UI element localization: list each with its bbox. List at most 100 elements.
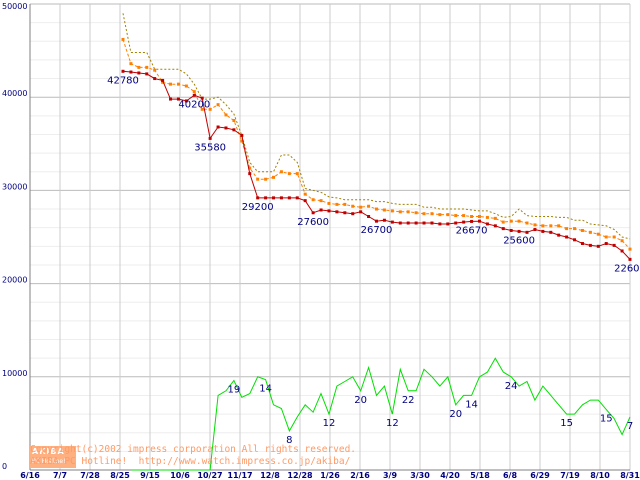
data-point-average (287, 172, 291, 176)
data-point-min (375, 219, 378, 223)
data-point-average (153, 68, 157, 72)
data-point-average (565, 227, 569, 231)
data-point-min (493, 224, 497, 228)
y-tick-label: 30000 (2, 182, 27, 191)
data-point-average (446, 213, 450, 217)
y-tick-label: 50000 (2, 2, 27, 11)
data-point-min (176, 97, 180, 101)
data-point-min (145, 72, 149, 76)
data-point-average (335, 202, 339, 206)
data-point-average (533, 223, 537, 227)
data-point-average (232, 119, 236, 122)
x-tick-label: 12/28 (287, 471, 313, 480)
data-point-min (335, 210, 339, 214)
data-point-average (620, 239, 624, 243)
data-label: 24 (505, 381, 518, 392)
akiba-logo: AKIBA PC Hotline! (30, 446, 76, 468)
data-point-min (596, 244, 600, 248)
x-tick-label: 7/19 (560, 471, 580, 480)
data-point-min (462, 220, 466, 224)
data-point-average (525, 221, 529, 225)
data-point-min (525, 230, 529, 234)
data-label: 35580 (194, 142, 226, 153)
data-point-average (176, 82, 180, 86)
y-tick-label: 20000 (2, 276, 27, 285)
data-point-average (485, 215, 489, 219)
data-point-average (596, 232, 600, 236)
data-point-min (438, 222, 442, 226)
x-tick-label: 3/9 (383, 471, 397, 480)
data-point-average (462, 214, 466, 218)
data-point-min (612, 243, 616, 247)
x-tick-label: 7/28 (80, 471, 100, 480)
data-point-average (121, 37, 125, 41)
data-point-min (573, 238, 577, 242)
data-label: 14 (259, 384, 272, 395)
data-point-min (232, 128, 236, 132)
data-point-average (549, 224, 553, 228)
data-point-average (359, 205, 363, 209)
data-point-average (517, 219, 521, 223)
x-tick-label: 8/31 (620, 471, 640, 480)
data-point-min (208, 136, 212, 140)
data-point-min (454, 221, 458, 225)
data-point-average (200, 107, 204, 111)
data-point-min (295, 196, 299, 200)
data-point-min (477, 219, 481, 223)
data-point-average (454, 214, 458, 218)
data-point-min (311, 211, 315, 215)
data-point-min (367, 214, 371, 218)
x-tick-label: 3/30 (410, 471, 430, 480)
x-tick-label: 10/27 (197, 471, 222, 480)
data-point-average (264, 177, 268, 181)
data-point-average (375, 207, 378, 211)
data-label: 22 (402, 395, 415, 406)
data-point-average (216, 103, 220, 107)
x-tick-label: 6/29 (530, 471, 550, 480)
data-point-average (129, 62, 133, 66)
x-tick-label: 9/15 (140, 471, 160, 480)
data-point-min (549, 230, 553, 234)
data-label: 8 (286, 435, 292, 446)
data-point-average (240, 139, 244, 143)
data-point-min (240, 133, 244, 137)
data-point-average (184, 84, 188, 88)
data-point-average (612, 235, 616, 239)
series-line-count (130, 357, 631, 471)
data-label: 15 (560, 418, 573, 429)
data-point-average (351, 204, 355, 208)
data-point-min (224, 126, 228, 130)
logo-text: AKIBA (32, 447, 65, 456)
data-point-average (541, 224, 545, 228)
data-point-min (248, 172, 252, 176)
data-label: 27600 (297, 217, 329, 228)
x-tick-label: 8/25 (110, 471, 130, 480)
data-point-min (153, 77, 157, 81)
data-point-min (517, 229, 521, 233)
data-point-min (414, 221, 418, 225)
data-point-min (620, 249, 624, 253)
data-point-min (161, 78, 165, 82)
data-point-average (279, 170, 283, 174)
x-tick-label: 7/7 (53, 471, 67, 480)
data-label: 20 (449, 409, 462, 420)
data-label: 12 (323, 418, 336, 429)
data-label: 20 (354, 395, 367, 406)
data-point-average (256, 177, 260, 181)
x-tick-label: 11/17 (227, 471, 252, 480)
data-point-min (406, 221, 410, 225)
data-point-average (628, 247, 632, 251)
x-tick-label: 5/18 (470, 471, 490, 480)
data-point-average (295, 172, 299, 176)
data-point-min (533, 228, 537, 232)
data-point-min (327, 209, 331, 213)
data-point-min (359, 210, 363, 214)
x-tick-label: 6/8 (503, 471, 517, 480)
data-point-min (541, 229, 545, 233)
data-point-min (557, 233, 561, 237)
data-point-average (604, 235, 608, 239)
data-point-average (248, 166, 252, 170)
data-point-min (264, 196, 268, 200)
data-point-min (580, 242, 584, 246)
